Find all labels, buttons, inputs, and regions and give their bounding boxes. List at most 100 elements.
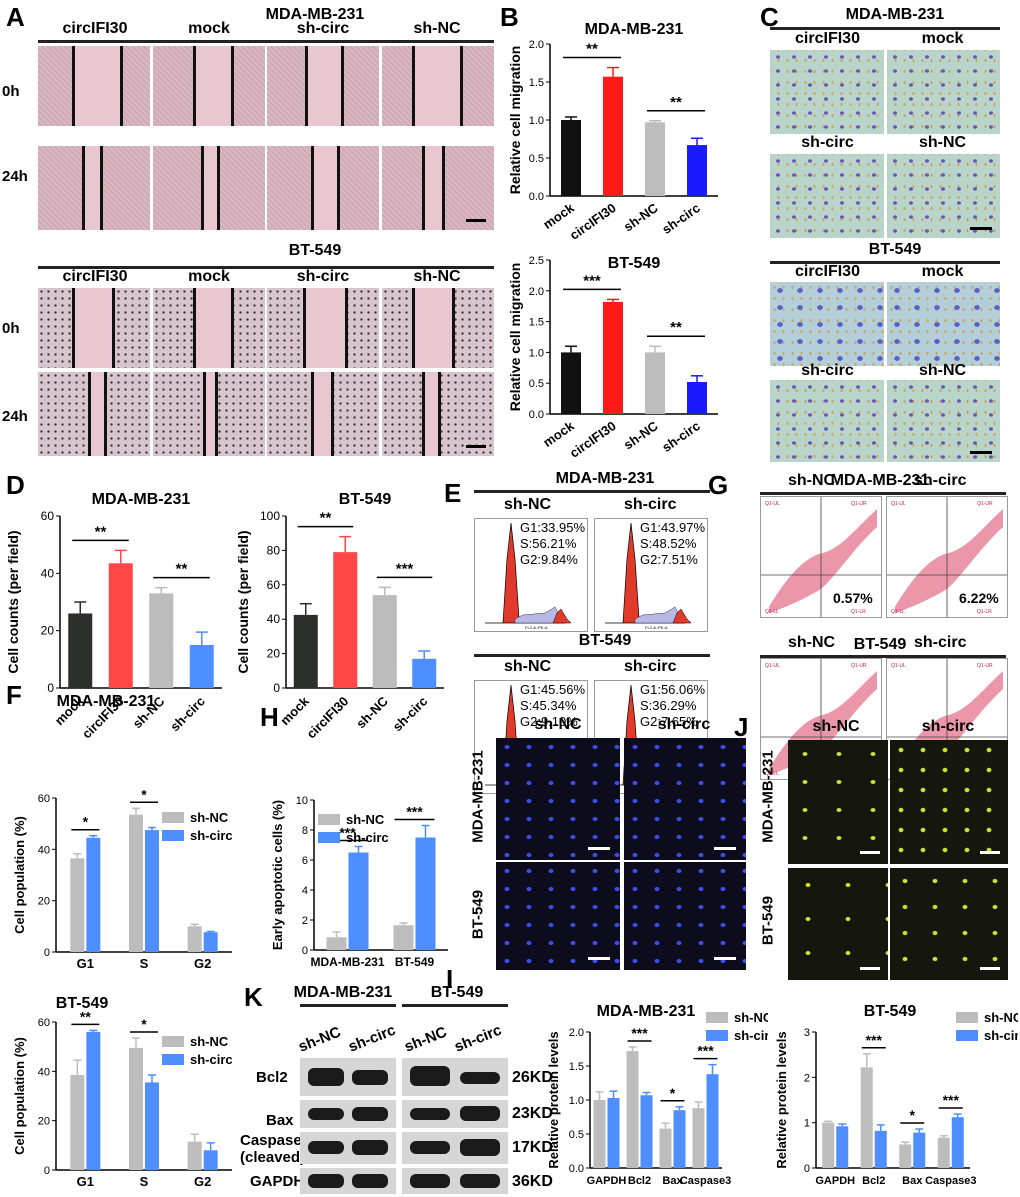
- panel-k-size: 36KD: [512, 1173, 553, 1190]
- panel-label-b: B: [500, 2, 519, 32]
- y-tick-label: 1.0: [569, 1095, 584, 1107]
- wound-edge-line: [303, 288, 306, 368]
- bar: [692, 1108, 705, 1168]
- wound-image: [381, 146, 494, 230]
- y-tick-label: 60: [267, 578, 281, 592]
- quadrant-label: Q1-UL: [765, 501, 780, 507]
- y-axis-label: Cell population (%): [12, 816, 27, 934]
- panel-a-group-label: sh-NC: [413, 20, 461, 37]
- panel-c-label: sh-NC: [918, 134, 967, 151]
- histogram-svg: FL2-A::PE-A: [605, 522, 692, 630]
- scale-bar: [860, 967, 880, 970]
- quadrant-label: Q1-LL: [765, 609, 779, 615]
- tunel-image: [890, 740, 1008, 864]
- x-tick-label: sh-circ: [659, 200, 703, 237]
- bar: [937, 1137, 950, 1168]
- tunel-image: [890, 868, 1008, 980]
- wound-edge-line: [441, 146, 445, 230]
- bar: [149, 593, 174, 688]
- y-axis-label: Relative cell migration: [507, 263, 523, 412]
- panel-i-col: sh-NC: [534, 716, 582, 733]
- panel-g-title-bt: BT-549: [853, 636, 907, 653]
- western-blot: [402, 1100, 508, 1128]
- wound-edge-line: [202, 372, 206, 456]
- dapi-image: [624, 738, 746, 860]
- cycle-stat: S:45.34%: [520, 698, 577, 713]
- panel-j-row: BT-549: [759, 895, 777, 946]
- bar: [860, 1067, 873, 1168]
- x-tick-label: S: [140, 956, 149, 971]
- panel-label-g: G: [708, 470, 729, 500]
- cycle-stats: G1:33.95% S:56.21% G2:9.84%: [520, 520, 585, 568]
- early-apoptosis-pct: 0.57%: [833, 590, 873, 606]
- bar: [393, 925, 414, 950]
- quadrant-label: Q1-UL: [891, 663, 906, 669]
- quadrant-label: Q1-LL: [765, 771, 779, 777]
- scale-bar: [860, 851, 880, 854]
- legend-swatch: [956, 1012, 978, 1023]
- quadrant-label: Q1-LL: [891, 609, 905, 615]
- panel-a-header-line: [38, 40, 494, 43]
- wound-gap: [72, 288, 112, 368]
- cycle-stat: G1:33.95%: [520, 520, 586, 535]
- wound-edge-line: [411, 46, 415, 126]
- bar: [822, 1122, 835, 1168]
- panel-i-col: sh-circ: [657, 716, 711, 733]
- panel-g-header-line: [760, 492, 1006, 495]
- tunel-image: [788, 868, 888, 980]
- flow-svg: Q1-UL Q1-UR Q1-LL Q1-LR 6.22%: [887, 497, 1007, 617]
- sig-marker: ***: [943, 1092, 960, 1108]
- y-axis-label: Cell counts (per field): [5, 530, 21, 673]
- blot-band: [352, 1140, 388, 1155]
- wound-gap: [411, 288, 452, 368]
- bar: [145, 830, 159, 952]
- y-tick-label: 0.0: [529, 191, 544, 203]
- y-tick-label: 0.0: [569, 1163, 584, 1175]
- y-tick-label: 1.0: [529, 347, 544, 359]
- bar: [86, 837, 101, 952]
- bar: [899, 1144, 912, 1168]
- dapi-image: [496, 738, 620, 860]
- panel-k-header-line: [300, 1004, 396, 1007]
- y-tick-label: 60: [38, 1017, 50, 1029]
- scale-bar: [970, 451, 992, 454]
- western-blot: [300, 1100, 396, 1128]
- panel-g-label: sh-circ: [914, 472, 967, 489]
- panel-a-group-row-mda: circIFI30 mock sh-circ sh-NC: [38, 20, 494, 42]
- legend-swatch: [162, 812, 184, 823]
- wound-image: [38, 372, 150, 456]
- wound-edge-line: [120, 46, 123, 126]
- panel-label-i: I: [446, 964, 454, 994]
- bar: [372, 595, 397, 688]
- legend-swatch: [318, 832, 340, 843]
- bar: [333, 552, 358, 688]
- wound-edge-line: [337, 146, 340, 230]
- panel-j-row-label-wrap: BT-549: [754, 868, 784, 980]
- x-tick-label: G2: [194, 1174, 211, 1189]
- legend-label: sh-circ: [734, 1028, 768, 1043]
- wound-edge-line: [200, 146, 204, 230]
- quadrant-label: Q1-UL: [765, 663, 780, 669]
- histogram-plot: FL2-A::PE-A: [594, 518, 708, 632]
- chart-title: MDA-MB-231: [585, 21, 684, 38]
- cycle-stat: G2:7.65%: [640, 714, 698, 729]
- wound-gap: [72, 46, 120, 126]
- panel-a-title-mda: MDA-MB-231: [265, 6, 365, 23]
- wound-gap: [200, 146, 217, 230]
- early-apoptosis-pct: 6.22%: [959, 590, 999, 606]
- sig-marker: ***: [396, 560, 414, 577]
- bar: [145, 1082, 159, 1170]
- y-axis-label: Early apoptotic cells (%): [270, 800, 285, 950]
- y-tick-label: 8: [302, 825, 308, 837]
- bar: [836, 1126, 849, 1168]
- y-axis-label: Cell counts (per field): [235, 530, 251, 673]
- panel-g-header-line: [760, 655, 1006, 658]
- y-tick-label: 20: [267, 647, 281, 661]
- panel-label-j: J: [734, 712, 749, 742]
- scale-bar: [980, 967, 1000, 970]
- wound-edge-line: [311, 372, 314, 456]
- cycle-stats: G1:45.56% S:45.34% G2:9.10%: [520, 682, 585, 730]
- scale-bar: [588, 957, 610, 960]
- bar: [951, 1117, 964, 1168]
